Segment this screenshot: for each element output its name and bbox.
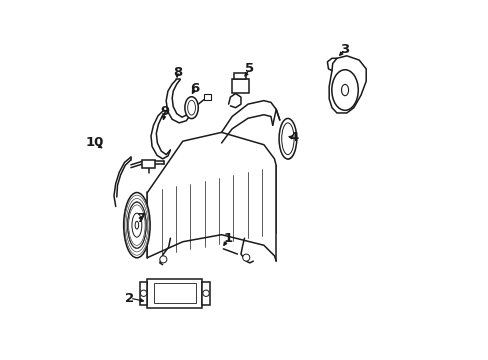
Ellipse shape (187, 100, 195, 115)
Text: 4: 4 (289, 131, 298, 144)
Ellipse shape (281, 123, 293, 154)
Ellipse shape (127, 202, 146, 248)
Ellipse shape (184, 97, 198, 118)
Text: 3: 3 (340, 43, 349, 56)
Bar (154, 283, 195, 303)
Bar (204, 94, 210, 100)
Text: 10: 10 (85, 136, 103, 149)
Circle shape (160, 256, 166, 263)
Text: 5: 5 (244, 62, 254, 75)
Bar (147, 279, 202, 308)
Ellipse shape (279, 118, 296, 159)
Ellipse shape (123, 193, 150, 258)
Text: 8: 8 (172, 66, 182, 79)
Ellipse shape (281, 127, 295, 159)
Ellipse shape (331, 70, 358, 110)
Text: 6: 6 (190, 82, 199, 95)
Circle shape (140, 290, 146, 296)
Ellipse shape (341, 84, 348, 96)
Ellipse shape (132, 213, 142, 237)
Polygon shape (328, 56, 366, 113)
Bar (234, 73, 246, 80)
Text: 2: 2 (125, 292, 134, 305)
Text: 9: 9 (160, 105, 169, 118)
Bar (142, 160, 155, 168)
Circle shape (242, 254, 249, 261)
Circle shape (203, 290, 209, 296)
Bar (202, 282, 209, 305)
Bar (140, 282, 147, 305)
Bar (231, 80, 248, 93)
Ellipse shape (135, 221, 139, 229)
Text: 7: 7 (136, 212, 144, 225)
Text: 1: 1 (224, 232, 233, 245)
